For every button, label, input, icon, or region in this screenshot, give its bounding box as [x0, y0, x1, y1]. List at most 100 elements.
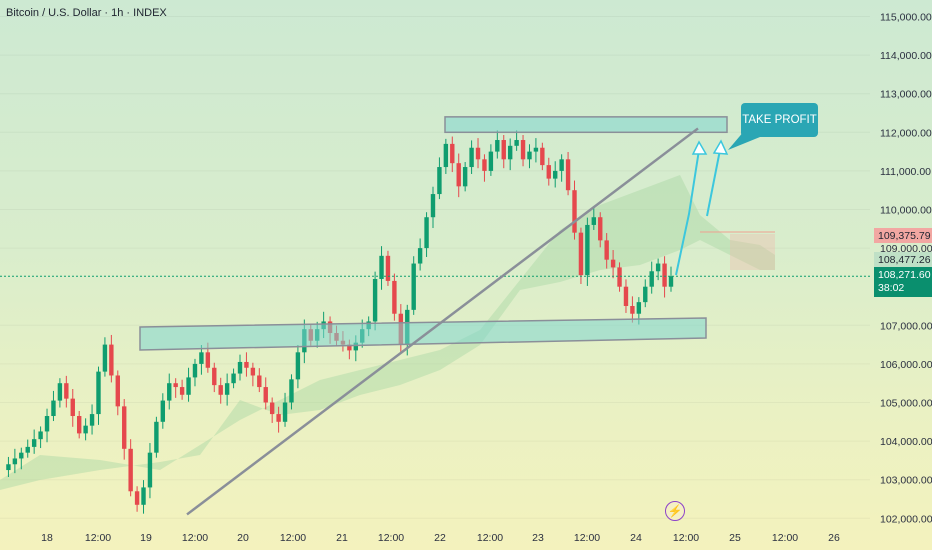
candle	[102, 337, 108, 377]
candle-body	[379, 255, 384, 279]
candle	[559, 154, 564, 182]
candle-body	[263, 387, 268, 403]
candle	[128, 439, 133, 497]
candle-body	[591, 217, 597, 225]
x-tick-label: 19	[140, 532, 152, 544]
candle-body	[19, 452, 24, 459]
candle	[578, 227, 584, 284]
candle	[662, 256, 667, 298]
y-tick-label: 104,000.00	[880, 436, 932, 448]
candle	[70, 388, 75, 427]
candle-body	[141, 487, 146, 505]
price-tag-level-b: 108,477.26	[874, 252, 932, 267]
candle-body	[649, 271, 654, 287]
candle	[192, 358, 198, 387]
candle-body	[655, 263, 661, 272]
candle	[250, 362, 256, 387]
candle	[527, 144, 532, 169]
candle-body	[488, 151, 494, 171]
candle-body	[89, 414, 95, 426]
candle-body	[482, 159, 487, 171]
x-tick-label: 12:00	[280, 532, 306, 544]
candle	[533, 138, 539, 163]
candle-body	[179, 387, 185, 395]
y-tick-label: 106,000.00	[880, 359, 932, 371]
candle	[147, 443, 153, 499]
projection-arrow-2	[706, 149, 721, 217]
candle	[51, 390, 56, 422]
candle-body	[643, 286, 648, 303]
candle-body	[662, 263, 667, 287]
candle	[643, 279, 648, 308]
candle-body	[173, 383, 178, 388]
candle	[520, 135, 526, 167]
candle	[154, 416, 159, 458]
candle-body	[57, 383, 63, 401]
candle-body	[443, 143, 449, 168]
candle	[224, 373, 230, 406]
candle	[655, 258, 661, 281]
lightning-icon[interactable]: ⚡	[665, 501, 685, 521]
x-tick-label: 25	[729, 532, 741, 544]
candle	[430, 186, 436, 229]
candle-body	[572, 190, 577, 233]
arrow-head-1	[691, 140, 708, 155]
candle	[44, 408, 50, 443]
candle	[507, 138, 513, 171]
candle-body	[224, 383, 230, 395]
candle-body	[540, 147, 545, 166]
candle	[437, 157, 442, 200]
x-tick-label: 18	[41, 532, 53, 544]
candle-body	[199, 352, 204, 364]
candle-body	[122, 406, 127, 449]
candle-body	[295, 352, 301, 380]
candle-body	[392, 280, 397, 314]
candle-body	[578, 232, 584, 276]
candle	[19, 447, 24, 470]
candle-body	[96, 371, 101, 415]
candle-body	[462, 167, 468, 187]
candle	[257, 368, 262, 393]
candle	[610, 250, 616, 279]
candle	[475, 138, 481, 169]
candle	[540, 142, 545, 171]
candle	[462, 162, 468, 192]
candle-body	[115, 375, 120, 407]
candle-body	[475, 147, 481, 160]
candle	[57, 378, 63, 408]
cloud-future-bear	[730, 234, 775, 270]
candle	[623, 279, 629, 313]
candle-body	[44, 416, 50, 432]
candle	[6, 456, 11, 477]
candle-body	[282, 402, 288, 422]
candle-body	[565, 159, 571, 191]
candle	[96, 366, 101, 425]
candle	[263, 377, 268, 410]
candle-body	[417, 248, 423, 264]
candle	[179, 379, 185, 400]
x-tick-label: 12:00	[182, 532, 208, 544]
candle-body	[424, 217, 429, 249]
x-tick-label: 20	[237, 532, 249, 544]
candle	[553, 161, 558, 188]
candle-body	[134, 491, 140, 505]
candle-body	[411, 263, 416, 310]
candle	[488, 144, 494, 176]
candle-body	[250, 367, 256, 376]
candle-body	[212, 367, 217, 386]
x-tick-label: 23	[532, 532, 544, 544]
candle-body	[289, 379, 294, 403]
candle	[495, 130, 500, 159]
candle	[417, 238, 423, 271]
y-tick-label: 107,000.00	[880, 320, 932, 332]
price-tag-level-a: 109,375.79	[874, 228, 932, 243]
projection-arrow-1	[675, 149, 700, 276]
candle	[141, 480, 146, 514]
last-price-tag: 108,271.60 38:02	[874, 267, 932, 297]
y-tick-label: 113,000.00	[880, 89, 932, 101]
candle-body	[70, 398, 75, 417]
x-tick-label: 24	[630, 532, 642, 544]
candle-body	[430, 194, 436, 218]
